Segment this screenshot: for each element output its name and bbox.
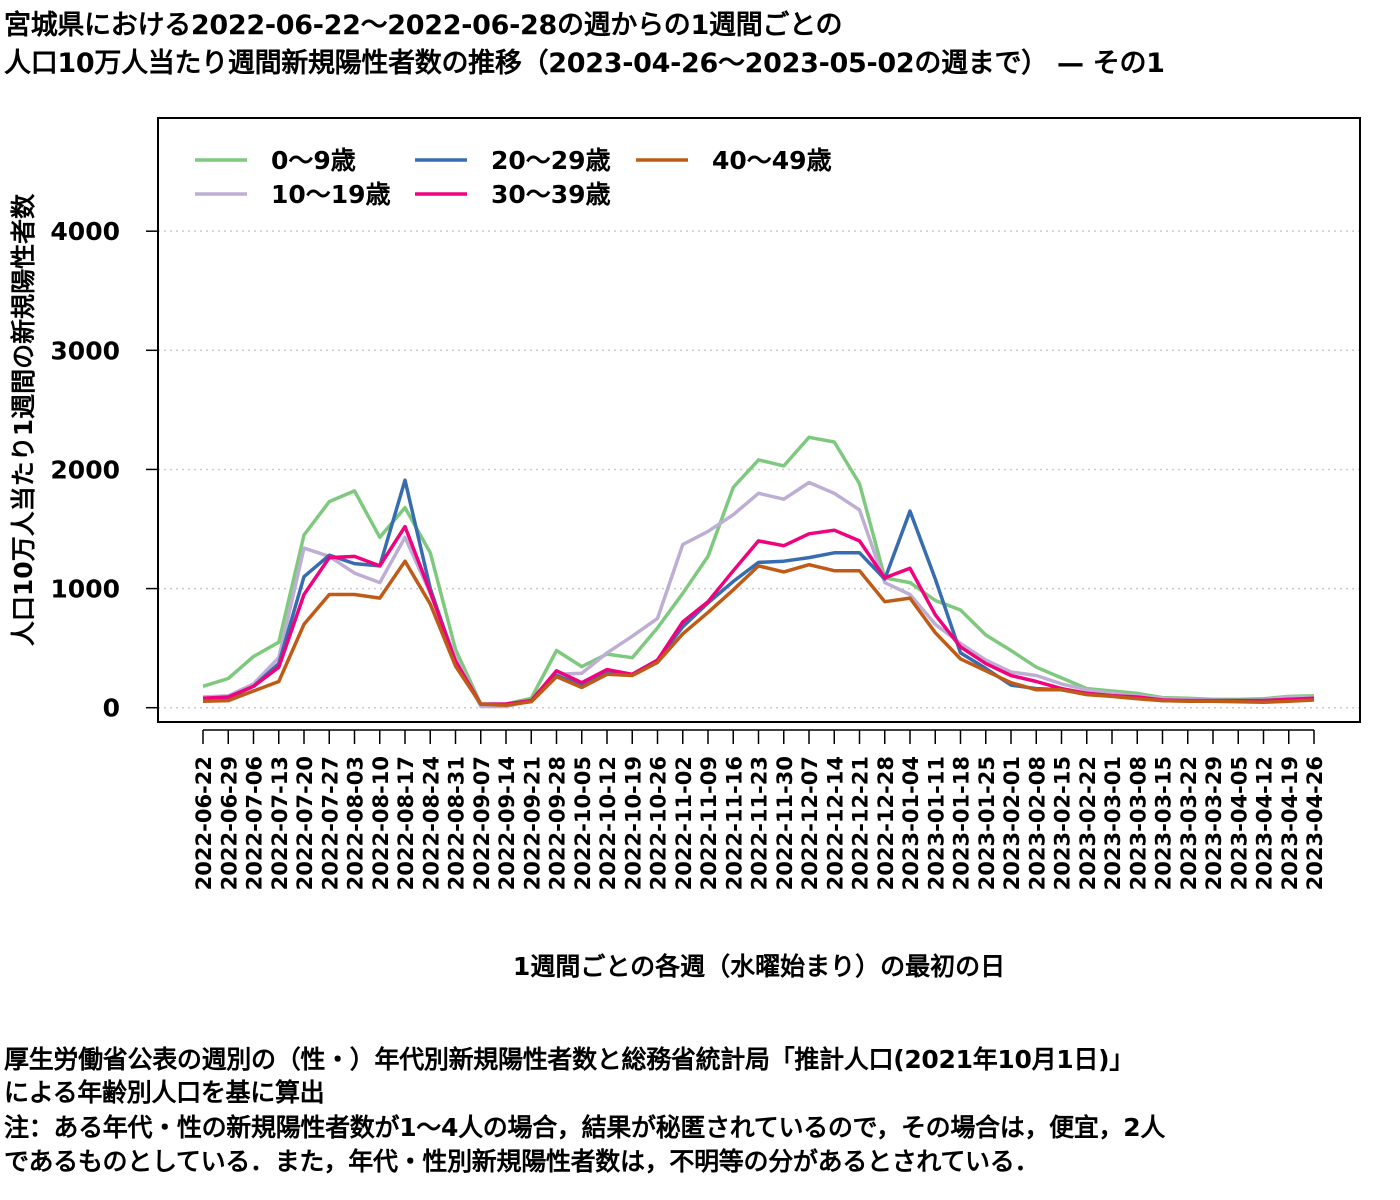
x-tick-label: 2022-07-13: [268, 756, 292, 890]
series-lines: [202, 435, 1315, 709]
y-axis-label: 人口10万人当たり1週間の新規陽性者数: [9, 193, 38, 646]
x-tick-label: 2023-04-12: [1253, 756, 1277, 890]
legend-label: 20〜29歳: [491, 146, 611, 175]
legend-label: 30〜39歳: [491, 180, 611, 209]
x-tick-label: 2022-08-10: [369, 756, 393, 890]
x-tick-label: 2022-11-23: [748, 756, 772, 890]
x-axis-label: 1週間ごとの各週（水曜始まり）の最初の日: [513, 952, 1005, 981]
x-tick-label: 2022-10-19: [621, 756, 645, 890]
chart-title-line1: 宮城県における2022-06-22〜2022-06-28の週からの1週間ごとの: [4, 10, 843, 41]
x-tick-label: 2022-09-14: [495, 756, 519, 890]
x-tick-label: 2022-11-02: [672, 756, 696, 890]
plot-frame: [157, 117, 1361, 723]
x-tick-label: 2023-01-18: [950, 756, 974, 890]
x-tick-label: 2023-04-05: [1227, 756, 1251, 890]
x-tick-label: 2022-07-20: [293, 756, 317, 890]
x-tick-label: 2022-12-07: [798, 756, 822, 890]
y-tick-label: 1000: [50, 575, 120, 604]
x-tick-label: 2022-10-05: [571, 756, 595, 890]
x-tick-label: 2023-03-15: [1152, 756, 1176, 890]
y-axis: 0 1000 2000 3000 4000: [50, 217, 158, 723]
x-tick-label: 2022-08-24: [419, 756, 443, 890]
legend-label: 10〜19歳: [271, 180, 391, 209]
gridlines: [158, 230, 1360, 709]
x-tick-label: 2022-08-17: [394, 756, 418, 890]
x-tick-label: 2023-04-19: [1278, 756, 1302, 890]
x-tick-label: 2023-02-01: [1000, 756, 1024, 890]
x-tick-label: 2022-11-16: [722, 756, 746, 890]
series-line: [202, 478, 1315, 706]
series-line: [202, 435, 1315, 706]
x-tick-label: 2022-06-22: [192, 756, 216, 890]
x-tick-label: 2022-08-31: [445, 756, 469, 890]
x-tick-label: 2023-03-22: [1177, 756, 1201, 890]
x-tick-label: 2022-06-29: [217, 756, 241, 890]
x-tick-label: 2023-03-08: [1126, 756, 1150, 890]
x-tick-label: 2022-12-14: [823, 756, 847, 890]
y-tick-label: 3000: [50, 336, 120, 365]
x-tick-label: 2023-01-25: [975, 756, 999, 890]
series-line: [202, 559, 1315, 708]
x-tick-label: 2022-09-07: [470, 756, 494, 890]
x-tick-label: 2022-11-09: [697, 756, 721, 890]
y-tick-label: 2000: [50, 455, 120, 484]
caveat-note-line1: 注：ある年代・性の新規陽性者数が1〜4人の場合，結果が秘匿されているので，その場…: [4, 1113, 1166, 1142]
x-tick-label: 2022-08-03: [344, 756, 368, 890]
x-tick-label: 2022-12-21: [849, 756, 873, 890]
x-tick-label: 2022-10-12: [596, 756, 620, 890]
caveat-note-line2: であるものとしている．また，年代・性別新規陽性者数は，不明等の分があるとされてい…: [4, 1147, 1040, 1176]
x-tick-label: 2022-12-28: [874, 756, 898, 890]
x-tick-label: 2023-03-29: [1202, 756, 1226, 890]
legend: 0〜9歳 10〜19歳 20〜29歳 30〜39歳 40〜49歳: [195, 146, 832, 209]
x-tick-label: 2023-04-26: [1303, 756, 1327, 890]
y-tick-label: 4000: [50, 217, 120, 246]
x-tick-label: 2022-10-26: [647, 756, 671, 890]
x-tick-label: 2022-09-21: [520, 756, 544, 890]
legend-label: 0〜9歳: [271, 146, 356, 175]
x-axis: 2022-06-22 2022-06-29 2022-07-06 2022-07-13…: [192, 729, 1327, 890]
chart-title-line2: 人口10万人当たり週間新規陽性者数の推移（2023-04-26〜2023-05-…: [4, 48, 1165, 79]
x-tick-label: 2023-01-04: [899, 756, 923, 890]
x-tick-label: 2022-07-27: [318, 756, 342, 890]
series-line: [202, 524, 1315, 706]
y-tick-label: 0: [103, 694, 120, 723]
x-tick-label: 2023-02-15: [1051, 756, 1075, 890]
x-tick-label: 2023-03-01: [1101, 756, 1125, 890]
x-tick-label: 2023-02-22: [1076, 756, 1100, 890]
x-tick-label: 2023-02-08: [1025, 756, 1049, 890]
x-tick-label: 2022-11-30: [773, 756, 797, 890]
source-note-line1: 厚生労働省公表の週別の（性・）年代別新規陽性者数と総務省統計局「推計人口(202…: [4, 1045, 1134, 1074]
x-tick-label: 2022-07-06: [243, 756, 267, 890]
legend-label: 40〜49歳: [712, 146, 832, 175]
source-note-line2: による年齢別人口を基に算出: [4, 1078, 325, 1107]
x-tick-label: 2022-09-28: [546, 756, 570, 890]
x-tick-label: 2023-01-11: [924, 756, 948, 890]
